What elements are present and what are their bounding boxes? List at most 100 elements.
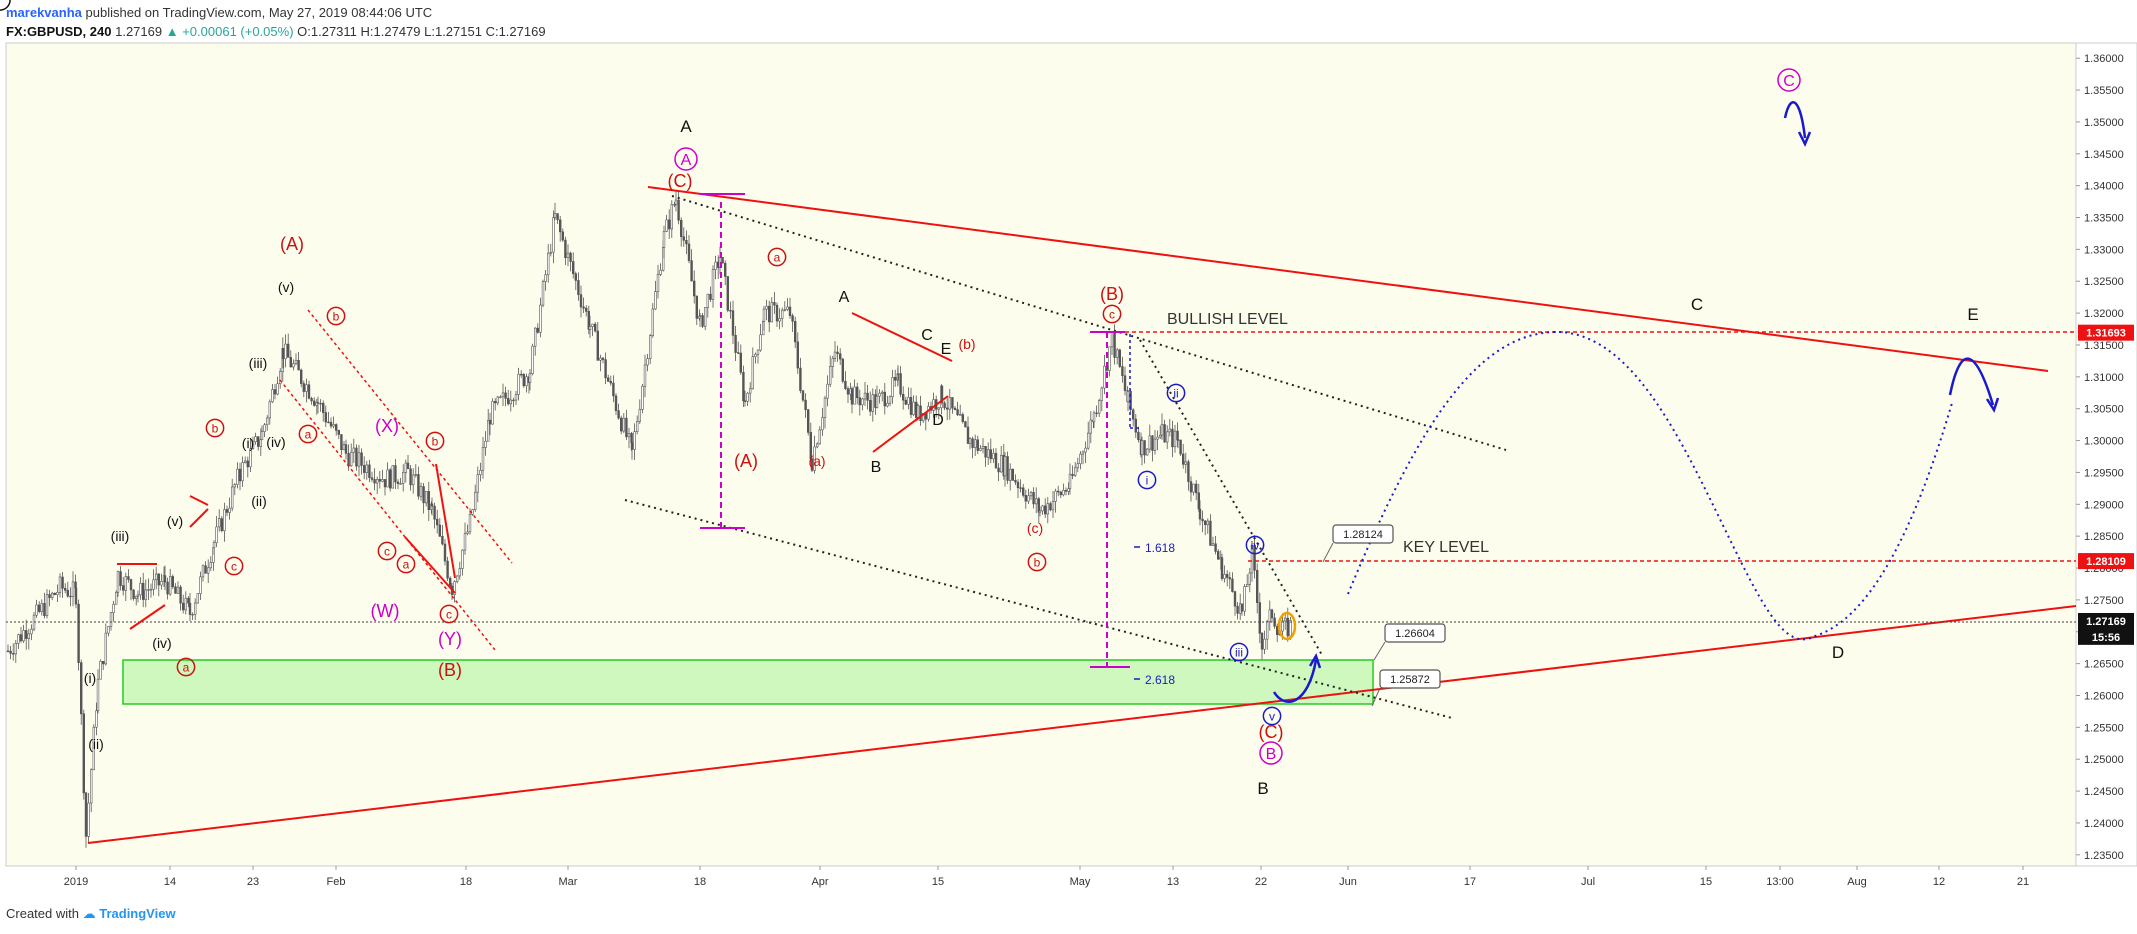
price-badge: [2078, 553, 2134, 570]
candle-body: [601, 357, 605, 360]
candle-body: [1192, 483, 1195, 493]
wave-label-b: b: [212, 421, 219, 435]
candle-body: [184, 597, 187, 611]
candle-body: [112, 603, 115, 613]
orange-circle-marker: [1277, 611, 1297, 641]
date-tick-label: 13:00: [1766, 876, 1794, 888]
candle-body: [627, 433, 631, 438]
candle-body: [61, 576, 64, 589]
candle-body: [1281, 620, 1284, 632]
candle-body: [858, 397, 862, 406]
candle-body: [139, 582, 142, 596]
candle-body: [828, 366, 832, 385]
candle-body: [566, 252, 570, 259]
candle-body: [476, 474, 479, 493]
wave-label-B: (B): [438, 660, 462, 680]
date-tick-label: Mar: [559, 876, 578, 888]
candle-body: [1148, 435, 1152, 450]
candle-body: [625, 417, 628, 438]
candle-body: [386, 469, 389, 488]
date-tick-label: Jul: [1581, 876, 1595, 888]
candle-body: [863, 392, 867, 400]
candle-body: [951, 397, 954, 409]
wave-label-C-circled: C: [1783, 73, 1795, 90]
candle-body: [770, 302, 774, 323]
candle-body: [1153, 438, 1157, 451]
candle-body: [964, 421, 967, 428]
candle-body: [53, 592, 57, 595]
lower-trendline: [87, 605, 2077, 844]
candle-body: [729, 310, 732, 312]
candle-body: [342, 444, 346, 451]
candle-body: [80, 662, 83, 715]
wave-label-W: (W): [371, 601, 400, 621]
candle-body: [1173, 430, 1177, 448]
candle-body: [522, 374, 526, 387]
candle-body: [1253, 545, 1256, 571]
wave-label-iv: iv: [1251, 538, 1260, 552]
wave-label-C: (C): [668, 171, 693, 191]
candle-body: [739, 352, 743, 373]
wave-label-X: (X): [375, 416, 399, 436]
callout-26604-pointer: [1373, 641, 1386, 661]
small-line: [189, 495, 209, 506]
candle-body: [246, 460, 249, 468]
candle-body: [104, 632, 108, 665]
candle-body: [1103, 365, 1106, 389]
wave-label-c-circle: [377, 541, 397, 561]
candle-body: [1029, 492, 1033, 497]
candle-body: [388, 469, 392, 489]
candle-body: [754, 353, 757, 357]
price-tick-label: 1.33000: [2084, 244, 2124, 256]
date-tick-label: Jun: [1339, 876, 1357, 888]
author-link[interactable]: marekvanha: [6, 5, 82, 20]
candle-body: [1027, 495, 1030, 502]
price-tick-label: 1.25000: [2084, 754, 2124, 766]
candle-body: [122, 585, 125, 591]
candle-body: [899, 373, 902, 395]
candle-body: [396, 481, 400, 484]
wave-label-ii: ii: [1173, 386, 1178, 400]
candle-body: [92, 726, 96, 771]
candle-body: [514, 394, 518, 401]
candle-body: [378, 479, 381, 482]
candle-body: [209, 562, 212, 569]
candle-body: [1226, 573, 1229, 578]
candle-body: [424, 491, 428, 504]
candle-body: [438, 524, 441, 537]
price-tick-label: 1.31000: [2084, 372, 2124, 384]
candle-body: [1071, 473, 1074, 476]
candle-body: [593, 323, 597, 332]
candle-body: [187, 597, 190, 604]
candle-body: [30, 628, 33, 635]
wave-annotations: BULLISH LEVEL KEY LEVEL 1.618 2.618 1.28124 1…: [0, 0, 1979, 798]
candle-body: [1286, 617, 1290, 637]
candle-body: [815, 443, 819, 448]
candle-body: [558, 219, 562, 233]
candle-body: [1263, 638, 1266, 650]
candle-body: [422, 486, 425, 504]
candle-body: [166, 581, 169, 595]
symbol-line: FX:GBPUSD, 240 1.27169 ▲ +0.00061 (+0.05…: [6, 22, 546, 41]
candle-body: [579, 294, 583, 308]
candle-body: [853, 386, 856, 405]
candle-body: [448, 577, 452, 587]
callout-25872: 1.25872: [1390, 674, 1430, 686]
candle-body: [833, 351, 837, 359]
candle-body: [1176, 439, 1180, 441]
candle-body: [228, 507, 231, 513]
candle-body: [9, 650, 12, 654]
plot-background: [5, 42, 2077, 867]
candle-body: [220, 518, 223, 532]
arrow-head-icon: [1797, 131, 1812, 148]
candle-body: [687, 243, 691, 261]
candle-body: [1151, 435, 1154, 451]
wave-label-b-circle: [1027, 552, 1047, 572]
candle-body: [883, 391, 887, 407]
candle-body: [723, 262, 727, 277]
tradingview-brand[interactable]: TradingView: [99, 906, 176, 921]
candle-body: [880, 391, 884, 394]
candle-body: [871, 394, 875, 412]
candle-body: [1240, 603, 1244, 612]
